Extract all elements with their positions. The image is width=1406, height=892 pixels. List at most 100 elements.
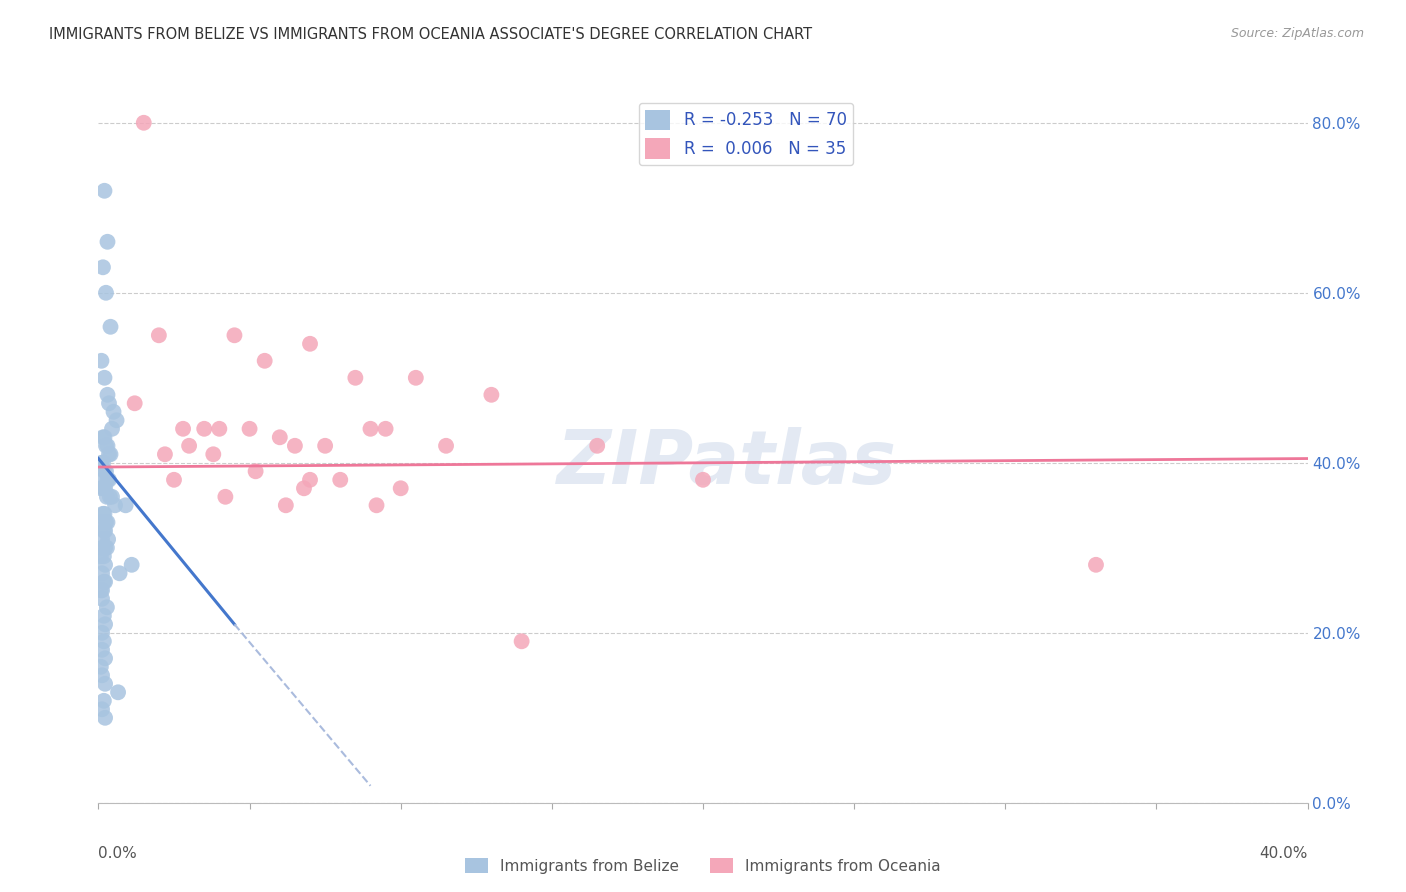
Point bbox=[91, 566, 114, 581]
Point bbox=[91, 625, 114, 640]
Point bbox=[91, 507, 114, 521]
Point bbox=[124, 396, 146, 410]
Text: Source: ZipAtlas.com: Source: ZipAtlas.com bbox=[1230, 27, 1364, 40]
Point bbox=[90, 660, 112, 674]
Point bbox=[94, 516, 117, 530]
Point bbox=[94, 711, 117, 725]
Point bbox=[202, 447, 225, 461]
Point bbox=[121, 558, 143, 572]
Point bbox=[374, 422, 396, 436]
Point bbox=[193, 422, 215, 436]
Point bbox=[299, 336, 322, 351]
Legend: R = -0.253   N = 70, R =  0.006   N = 35: R = -0.253 N = 70, R = 0.006 N = 35 bbox=[638, 103, 853, 165]
Point bbox=[100, 319, 122, 334]
Point bbox=[91, 702, 114, 716]
Point bbox=[91, 473, 114, 487]
Point bbox=[299, 473, 322, 487]
Point bbox=[586, 439, 609, 453]
Point bbox=[90, 456, 112, 470]
Point bbox=[91, 533, 114, 547]
Point bbox=[94, 574, 117, 589]
Point bbox=[90, 549, 112, 564]
Point bbox=[284, 439, 307, 453]
Point bbox=[481, 388, 503, 402]
Point bbox=[329, 473, 352, 487]
Point bbox=[153, 447, 176, 461]
Point bbox=[105, 413, 128, 427]
Text: ZIPatlas: ZIPatlas bbox=[557, 426, 897, 500]
Point bbox=[253, 353, 276, 368]
Point bbox=[245, 464, 267, 478]
Point bbox=[510, 634, 533, 648]
Point bbox=[91, 583, 114, 598]
Point bbox=[93, 184, 115, 198]
Point bbox=[108, 566, 131, 581]
Text: IMMIGRANTS FROM BELIZE VS IMMIGRANTS FROM OCEANIA ASSOCIATE'S DEGREE CORRELATION: IMMIGRANTS FROM BELIZE VS IMMIGRANTS FRO… bbox=[49, 27, 813, 42]
Point bbox=[103, 405, 125, 419]
Point bbox=[100, 447, 122, 461]
Point bbox=[314, 439, 336, 453]
Point bbox=[94, 617, 117, 632]
Point bbox=[91, 430, 114, 444]
Point bbox=[214, 490, 236, 504]
Point bbox=[98, 447, 121, 461]
Point bbox=[104, 498, 127, 512]
Point bbox=[93, 464, 115, 478]
Point bbox=[91, 456, 114, 470]
Point bbox=[292, 481, 315, 495]
Point bbox=[405, 371, 427, 385]
Point bbox=[93, 574, 115, 589]
Point bbox=[172, 422, 194, 436]
Point bbox=[96, 490, 118, 504]
Point bbox=[94, 481, 117, 495]
Point bbox=[179, 439, 201, 453]
Point bbox=[98, 396, 121, 410]
Point bbox=[94, 439, 117, 453]
Point bbox=[90, 583, 112, 598]
Point bbox=[224, 328, 246, 343]
Point bbox=[94, 285, 117, 300]
Text: 40.0%: 40.0% bbox=[1260, 847, 1308, 861]
Point bbox=[93, 371, 115, 385]
Point bbox=[389, 481, 412, 495]
Point bbox=[96, 516, 118, 530]
Point bbox=[101, 422, 124, 436]
Point bbox=[107, 685, 129, 699]
Point bbox=[148, 328, 170, 343]
Point bbox=[93, 694, 115, 708]
Point bbox=[91, 516, 114, 530]
Point bbox=[98, 473, 121, 487]
Point bbox=[96, 235, 118, 249]
Point bbox=[274, 498, 297, 512]
Point bbox=[208, 422, 231, 436]
Point bbox=[692, 473, 714, 487]
Point bbox=[94, 651, 117, 665]
Point bbox=[94, 677, 117, 691]
Point bbox=[91, 668, 114, 682]
Point bbox=[101, 490, 124, 504]
Point bbox=[163, 473, 186, 487]
Point bbox=[93, 481, 115, 495]
Point bbox=[91, 541, 114, 555]
Point bbox=[94, 541, 117, 555]
Point bbox=[91, 260, 114, 275]
Point bbox=[360, 422, 382, 436]
Point bbox=[93, 430, 115, 444]
Text: 0.0%: 0.0% bbox=[98, 847, 138, 861]
Point bbox=[93, 634, 115, 648]
Point bbox=[93, 507, 115, 521]
Point bbox=[269, 430, 291, 444]
Point bbox=[93, 549, 115, 564]
Point bbox=[90, 353, 112, 368]
Point bbox=[1085, 558, 1108, 572]
Point bbox=[366, 498, 388, 512]
Point bbox=[93, 608, 115, 623]
Point bbox=[91, 642, 114, 657]
Point bbox=[93, 524, 115, 538]
Point bbox=[98, 490, 121, 504]
Point bbox=[96, 600, 118, 615]
Point bbox=[96, 541, 118, 555]
Point bbox=[132, 116, 155, 130]
Point bbox=[90, 481, 112, 495]
Point bbox=[94, 464, 117, 478]
